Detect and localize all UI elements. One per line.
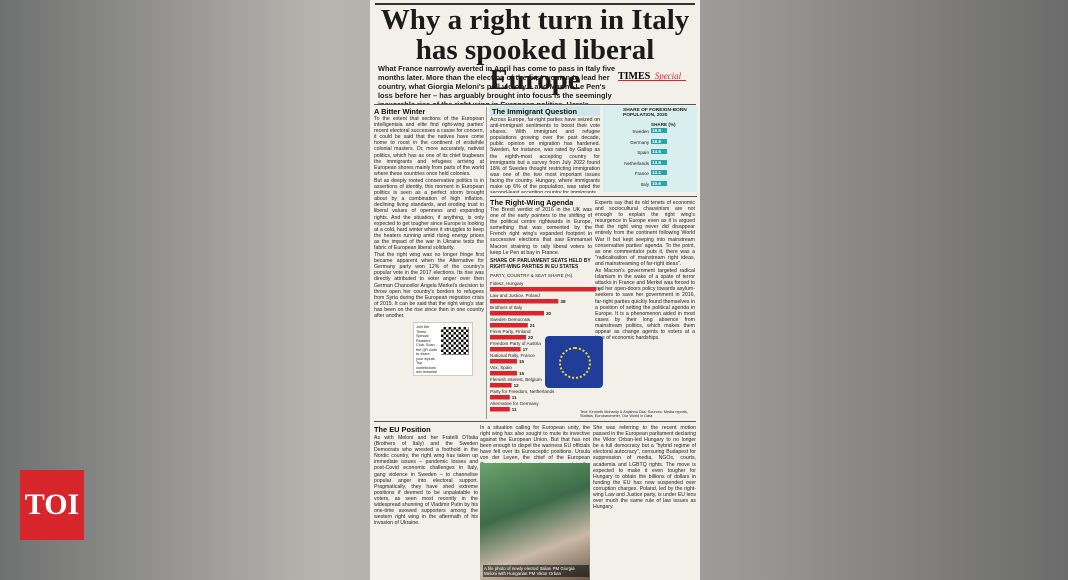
divider [486,107,487,419]
rule [490,196,697,197]
section-heading: The Immigrant Question [492,107,577,116]
bar-chart: Fidesz, Hungary 59 Law and Justice, Poland… [490,281,600,412]
promo-box: Join the Times Special Readers' Club. Sc… [413,322,473,376]
paragraph: As with Meloni and her Fratelli D'Italia… [374,435,478,527]
column: Experts say that its old tenets of econo… [595,200,695,412]
caption: A file photo of newly elected Italian PM… [483,565,589,577]
bar [490,359,517,364]
bar-label: Fidesz, Hungary [490,281,524,286]
source: Text: Kenneth Mohanty & Anjishnu Das; So… [580,410,689,418]
table-column: SHARE (%) [651,122,676,127]
bar-value: 11 [512,395,517,400]
bar-value: 11 [512,407,517,412]
paragraph: In a situation calling for European unit… [480,425,590,463]
headline-2: has spooked liberal Europe [415,35,655,95]
newspaper: Why a right turn in Italy has spooked li… [370,0,700,580]
paragraph: As Macron's government targeted radical … [595,268,695,342]
bar-value: 21 [530,323,536,328]
paragraph: The Brexit verdict of 2016 in the UK was… [490,207,592,256]
table-box: SHARE OF FOREIGN-BORN POPULATION, 2020 S… [603,106,697,192]
bar-value: 15 [519,359,525,364]
brand-tag: Special [654,71,682,81]
bar-label: Brothers of Italy [490,305,523,310]
photo: A file photo of newly elected Italian PM… [480,463,590,580]
section-heading: A Bitter Winter [374,107,426,116]
share: 13.8 [651,159,667,165]
bar-value: 38 [560,299,566,304]
paragraph: She was referring to the recent motion p… [593,425,696,511]
country: Germany [630,139,649,145]
paragraph: To the extent that sections of the Europ… [374,116,484,177]
bar [490,299,559,304]
share: 14.6 [651,149,667,154]
table-title: SHARE OF FOREIGN-BORN POPULATION, 2020 [623,108,687,118]
bar-label: Alternative for Germany [490,401,539,406]
bar [490,395,510,400]
heading-band [490,106,600,116]
chart-subtitle: PARTY, COUNTRY & SEAT SHARE (%) [490,273,573,278]
column: Across Europe, far-right parties have se… [490,117,600,193]
rule [374,421,696,422]
eu-flag [545,336,603,388]
bar-value: 20 [528,335,534,340]
logo: TOI [24,488,80,521]
bar-label: National Rally, France [490,353,535,358]
bar [490,335,526,340]
country: Spain [637,150,649,155]
share: 19.8 [651,128,667,133]
country: Italy [640,181,649,187]
intro: What France narrowly averted in April ha… [378,64,616,104]
share: 18.8 [651,138,667,144]
qr-code [441,327,469,355]
bar [490,371,517,376]
bar-value: 17 [523,347,529,352]
share: 10.6 [651,180,667,186]
section-heading: The EU Position [374,425,431,434]
headline-1: Why a right turn in Italy [380,5,690,35]
country: Netherlands [624,160,649,166]
bar-label: Flemish Interest, Belgium [490,377,542,382]
brand-name: TIMES [618,71,651,81]
stars [559,347,591,379]
rule [375,3,695,5]
paragraph: Across Europe, far-right parties have se… [490,117,600,193]
bar-label: Freedom Party of Austria [490,341,541,346]
bar [490,311,544,316]
paragraph: That the right wing was no longer fringe… [374,252,484,319]
bar-value: 59 [598,287,600,292]
bar [490,347,521,352]
bar [490,407,510,412]
bar-value: 12 [514,383,520,388]
bar-label: Sweden Democrats [490,317,531,322]
column: To the extent that sections of the Europ… [374,116,484,420]
promo: Join the Times Special Readers' Club. Sc… [416,325,438,374]
rule [374,104,696,105]
paragraph: Experts say that its old tenets of econo… [595,200,695,267]
chart-title: SHARE OF PARLIAMENT SEATS HELD BY RIGHT-… [490,258,591,270]
share: 13.1 [651,170,667,175]
country: France [634,171,649,176]
brand: TIMES Special [618,66,686,81]
logo-box: TOI [20,470,84,540]
bar-label: Party for Freedom, Netherlands [490,389,555,394]
country: Sweden [632,129,649,134]
section-heading: The Right-Wing Agenda [490,198,574,207]
bar [490,287,597,292]
bar-label: Vox, Spain [490,365,512,370]
bar-label: Law and Justice, Poland [490,293,540,298]
bar-label: Finns Party, Finland [490,329,531,334]
bar [490,323,528,328]
bar-value: 30 [546,311,552,316]
bar [490,383,512,388]
bar-value: 15 [519,371,525,376]
paragraph: But as deeply rooted conservative politi… [374,177,484,251]
